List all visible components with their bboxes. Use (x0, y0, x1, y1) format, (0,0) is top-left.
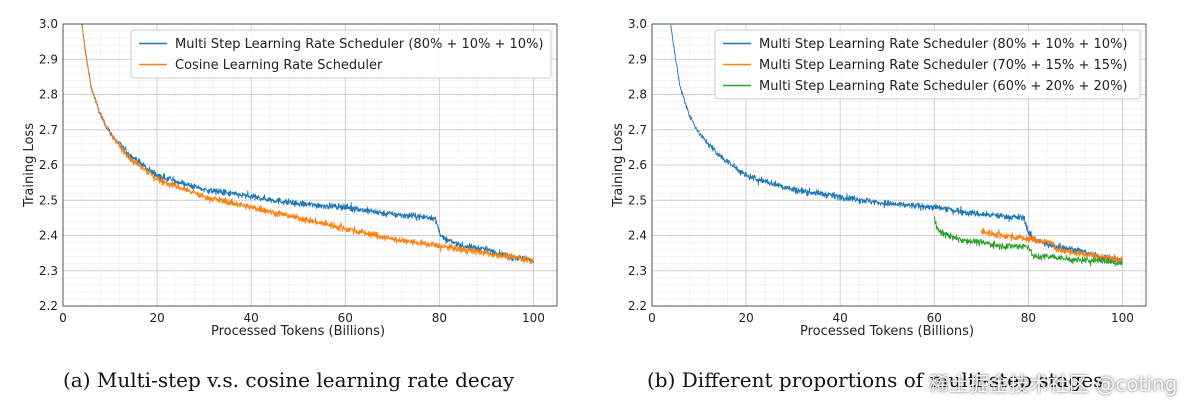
y-tick-label: 2.7 (39, 123, 58, 137)
y-axis-label: Training Loss (611, 123, 626, 208)
legend-box (714, 29, 1141, 100)
y-tick-label: 2.6 (39, 158, 58, 172)
x-tick-label: 20 (149, 311, 164, 325)
y-tick-label: 2.5 (628, 193, 647, 207)
y-axis-label: Training Loss (22, 123, 37, 208)
y-tick-label: 2.5 (39, 193, 58, 207)
x-tick-label: 100 (1111, 311, 1134, 325)
legend-label: Multi Step Learning Rate Scheduler (80% … (175, 37, 544, 52)
legend-box (130, 29, 552, 79)
y-tick-label: 2.8 (39, 88, 58, 102)
y-tick-label: 3.0 (39, 17, 58, 31)
x-tick-label: 100 (522, 311, 545, 325)
series-line (670, 24, 1123, 263)
y-tick-label: 2.3 (39, 264, 58, 278)
y-tick-label: 2.4 (39, 229, 58, 243)
legend-label: Cosine Learning Rate Scheduler (175, 58, 383, 73)
series-line (81, 24, 534, 263)
y-tick-label: 2.2 (628, 299, 647, 313)
y-tick-label: 2.7 (628, 123, 647, 137)
y-tick-label: 3.0 (628, 17, 647, 31)
caption-right: (b) Different proportions of multi-step … (647, 368, 1104, 392)
y-tick-label: 2.4 (628, 229, 647, 243)
series-line (933, 216, 1123, 267)
caption-left: (a) Multi-step v.s. cosine learning rate… (63, 368, 515, 392)
y-tick-label: 2.8 (628, 88, 647, 102)
chart-right: 2.2 2.3 2.4 2.5 2.6 2.7 2.8 2.9 3.0 0 20 40 60 80 100 P… (611, 17, 1147, 339)
axes-frame (651, 23, 1147, 307)
legend-label: Multi Step Learning Rate Scheduler (60% … (759, 79, 1128, 94)
x-axis-label: Processed Tokens (Billions) (800, 324, 974, 339)
chart-left: 2.2 2.3 2.4 2.5 2.6 2.7 2.8 2.9 3.0 0 20 40 60 80 100 P… (22, 17, 558, 339)
x-axis-label: Processed Tokens (Billions) (211, 324, 385, 339)
x-tick-label: 60 (927, 311, 942, 325)
y-tick-label: 2.3 (628, 264, 647, 278)
series-line (81, 25, 534, 265)
y-tick-label: 2.9 (628, 52, 647, 66)
y-tick-label: 2.9 (39, 52, 58, 66)
x-tick-label: 0 (648, 311, 656, 325)
x-tick-label: 20 (738, 311, 753, 325)
watermark: 稀土掘金技术社区 @coting (929, 372, 1178, 396)
x-tick-label: 60 (338, 311, 353, 325)
axes-frame (62, 23, 558, 307)
x-tick-label: 80 (1021, 311, 1036, 325)
legend-label: Multi Step Learning Rate Scheduler (80% … (759, 37, 1128, 52)
x-tick-label: 80 (432, 311, 447, 325)
x-tick-label: 40 (244, 311, 259, 325)
x-tick-label: 40 (833, 311, 848, 325)
series-line (980, 227, 1123, 264)
y-tick-label: 2.6 (628, 158, 647, 172)
x-tick-label: 0 (59, 311, 67, 325)
legend-label: Multi Step Learning Rate Scheduler (70% … (759, 58, 1128, 73)
y-tick-label: 2.2 (39, 299, 58, 313)
